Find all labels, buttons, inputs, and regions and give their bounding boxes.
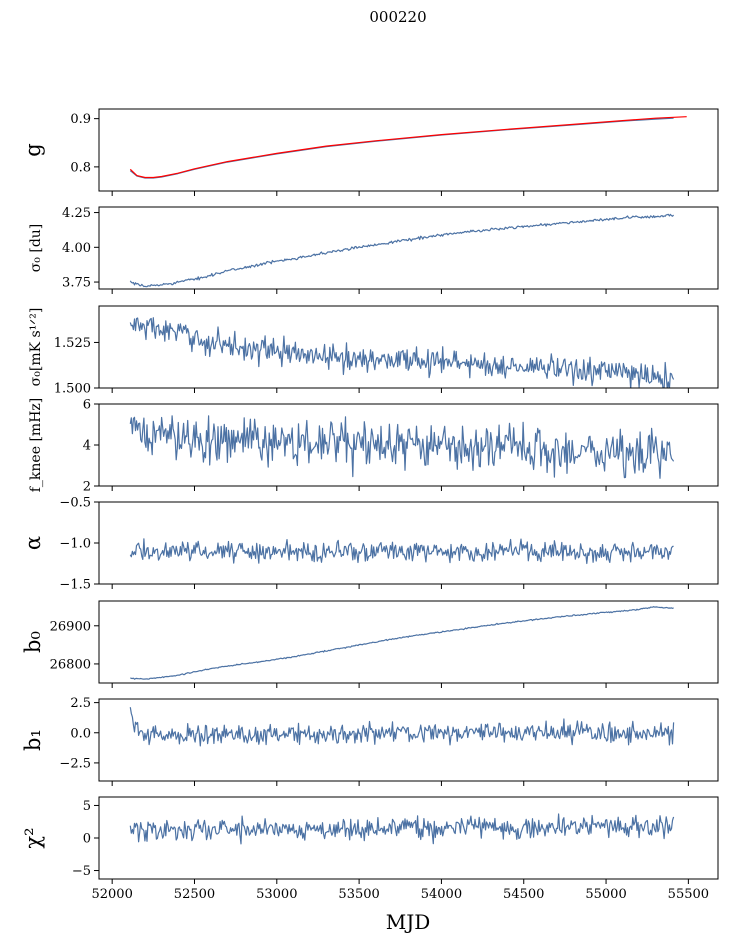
series-line-b1 [129, 707, 675, 747]
axes-frame [98, 305, 719, 389]
axes-frame [98, 600, 719, 684]
y-tick-label: 1.500 [54, 382, 91, 397]
y-tick-label: 6 [83, 398, 91, 413]
y-tick-label: −2.5 [59, 756, 91, 771]
x-tick-label: 55500 [668, 887, 709, 902]
x-tick-label: 54500 [503, 887, 544, 902]
series-line-g [129, 117, 674, 179]
y-axis-label-b1: b₁ [21, 729, 45, 751]
x-tick-label: 53500 [338, 887, 379, 902]
y-axis-label-alpha: α [21, 536, 45, 550]
panel-g: 0.8 0.9 g [21, 108, 719, 196]
x-axis-label: MJD [386, 910, 431, 934]
series-line-chi2 [129, 813, 675, 845]
y-tick-label: −1.0 [59, 537, 91, 552]
panel-b0: 26800 26900 b₀ [21, 600, 719, 688]
y-tick-label: 0.9 [70, 112, 91, 127]
y-axis-label-g: g [21, 143, 45, 156]
series-line-fknee [129, 415, 675, 479]
y-tick-label: −0.5 [59, 496, 91, 511]
x-tick-label: 55000 [585, 887, 626, 902]
y-tick-label: 0.8 [70, 160, 91, 175]
y-tick-label: 5 [83, 799, 91, 814]
y-tick-label: 26800 [50, 657, 91, 672]
y-tick-label: 0.0 [70, 726, 91, 741]
series-line-alpha [129, 538, 674, 565]
y-tick-label: 2.5 [70, 696, 91, 711]
series-line-b0 [130, 605, 674, 680]
y-tick-label: 4.25 [62, 206, 91, 221]
y-axis-label-b0: b₀ [21, 631, 45, 653]
series-line-sigma0_mk [129, 317, 675, 388]
panels: 0.8 0.9 g 3.75 4.00 4.25 σ₀ [du] 1.500 1.525 σ₀[m… [21, 108, 719, 902]
x-tick-label: 54000 [421, 887, 462, 902]
y-tick-label: 3.75 [62, 276, 91, 291]
panel-sigma0_du: 3.75 4.00 4.25 σ₀ [du] [28, 206, 719, 294]
y-tick-label: 2 [83, 480, 91, 495]
figure-title: 000220 [369, 8, 426, 26]
panel-b1: −2.5 0.0 2.5 b₁ [21, 696, 719, 786]
axes-frame [98, 501, 719, 585]
x-tick-label: 53000 [256, 887, 297, 902]
y-tick-label: 26900 [50, 619, 91, 634]
y-axis-label-sigma0_mk: σ₀[mK s¹ᐟ²] [28, 308, 44, 387]
panel-chi2: −5 0 5 52000 52500 53000 53500 54000 54500 55000 5… [21, 796, 719, 902]
series-line-g-fit [129, 116, 687, 179]
y-tick-label: 4 [83, 439, 91, 454]
y-axis-label-chi2: χ² [21, 827, 45, 848]
axes-frame [98, 108, 719, 192]
y-tick-label: −1.5 [59, 578, 91, 593]
y-axis-label-fknee: f_knee [mHz] [28, 398, 44, 493]
y-tick-label: 1.525 [54, 336, 91, 351]
panel-fknee: 2 4 6 f_knee [mHz] [28, 398, 719, 495]
y-tick-label: −5 [72, 864, 91, 879]
panel-sigma0_mk: 1.500 1.525 σ₀[mK s¹ᐟ²] [28, 305, 719, 397]
series-line-sigma0_du [129, 213, 675, 288]
y-axis-label-sigma0_du: σ₀ [du] [28, 224, 44, 273]
x-tick-label: 52500 [174, 887, 215, 902]
x-tick-label: 52000 [91, 887, 132, 902]
y-tick-label: 0 [83, 832, 91, 847]
axes-frame [98, 206, 719, 290]
axes-frame [98, 698, 719, 782]
panel-alpha: −1.5 −1.0 −0.5 α [21, 496, 719, 593]
y-tick-label: 4.00 [62, 241, 91, 256]
